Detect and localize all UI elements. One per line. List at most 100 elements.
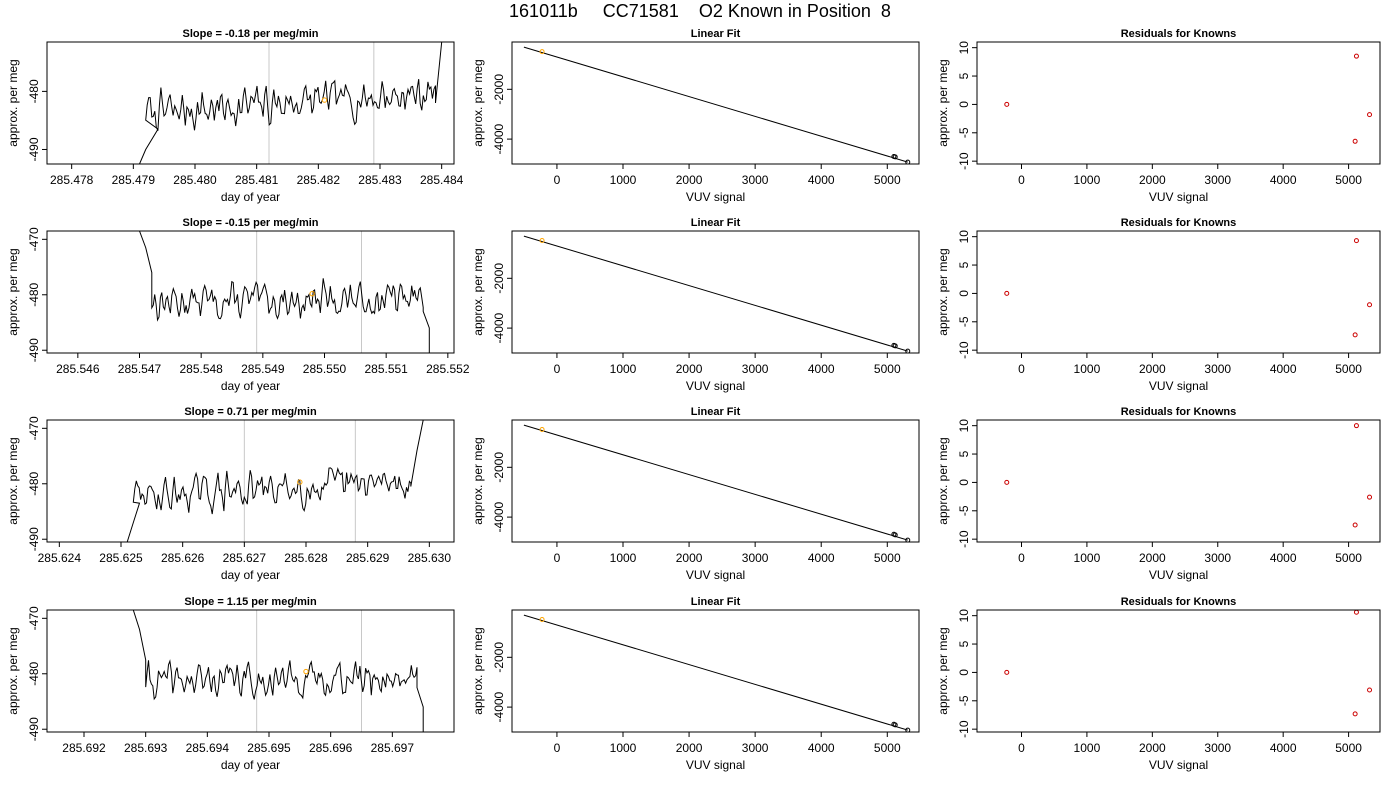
plot-area <box>1004 238 1373 338</box>
signal-trace <box>139 42 443 164</box>
x-tick-label: 285.552 <box>426 362 470 376</box>
y-tick-label: 5 <box>957 72 971 79</box>
x-tick-label: 1000 <box>1074 551 1101 565</box>
y-axis-label: approx. per meg <box>6 627 20 714</box>
fit-point <box>539 49 545 55</box>
panel-title: Linear Fit <box>691 28 741 40</box>
y-tick-label: -470 <box>27 606 41 630</box>
panel-title: Linear Fit <box>691 596 741 608</box>
x-axis-label: VUV signal <box>1149 758 1208 772</box>
x-axis-label: day of year <box>221 758 280 772</box>
x-tick-label: 3000 <box>1204 173 1231 187</box>
x-axis-label: VUV signal <box>1149 190 1208 204</box>
panel-fit-4: 0 1000 2000 3000 4000 5000 -2000 -4000 Linear Fi… <box>471 596 920 772</box>
y-axis-label: approx. per meg <box>471 59 485 146</box>
residual-point <box>1353 423 1359 429</box>
x-tick-label: 4000 <box>1270 551 1297 565</box>
y-tick-label: -10 <box>957 530 971 548</box>
x-tick-label: 0 <box>1018 551 1025 565</box>
plot-area <box>523 235 911 353</box>
x-tick-label: 2000 <box>676 741 703 755</box>
x-tick-label: 0 <box>1018 173 1025 187</box>
panel-title: Residuals for Knowns <box>1121 406 1237 418</box>
fit-line <box>523 614 908 731</box>
panel-title: Linear Fit <box>691 217 741 229</box>
panel-timeseries-3: 285.624 285.625 285.626 285.627 285.628 285.6… <box>6 406 455 582</box>
x-tick-label: 285.484 <box>420 173 464 187</box>
x-tick-label: 1000 <box>610 741 637 755</box>
x-tick-label: 285.548 <box>179 362 223 376</box>
x-tick-label: 0 <box>554 362 561 376</box>
mean-point <box>309 290 315 297</box>
x-axis-label: VUV signal <box>1149 568 1208 582</box>
x-tick-label: 4000 <box>1270 362 1297 376</box>
y-tick-label: -2000 <box>492 452 506 483</box>
panel-residual-3: 0 1000 2000 3000 4000 5000 -10 -5 0 5 10 Residuals … <box>936 406 1381 582</box>
x-tick-label: 285.483 <box>358 173 402 187</box>
y-tick-label: -5 <box>957 316 971 327</box>
y-tick-label: -10 <box>957 720 971 738</box>
residual-point <box>1353 238 1359 244</box>
fit-point <box>892 343 898 349</box>
panel-title: Slope = 1.15 per meg/min <box>184 596 317 608</box>
residual-point <box>1367 302 1373 308</box>
panel-title: Slope = -0.15 per meg/min <box>182 217 318 229</box>
y-axis-label: approx. per meg <box>936 59 950 146</box>
x-tick-label: 2000 <box>1139 741 1166 755</box>
plot-frame <box>976 419 1381 543</box>
y-tick-label: -480 <box>27 282 41 306</box>
plot-area <box>126 420 424 542</box>
y-tick-label: -480 <box>27 471 41 495</box>
plot-area <box>523 424 911 542</box>
plot-area <box>132 610 424 732</box>
x-tick-label: 2000 <box>676 551 703 565</box>
y-tick-label: 10 <box>957 419 971 433</box>
y-tick-label: 0 <box>957 479 971 486</box>
plot-area <box>1004 53 1373 144</box>
x-tick-label: 2000 <box>1139 551 1166 565</box>
x-tick-label: 285.624 <box>38 551 82 565</box>
x-tick-label: 5000 <box>1335 173 1362 187</box>
panel-timeseries-2: 285.546 285.547 285.548 285.549 285.550 285.5… <box>6 217 470 393</box>
x-tick-label: 1000 <box>1074 741 1101 755</box>
x-tick-label: 2000 <box>1139 362 1166 376</box>
y-tick-label: 0 <box>957 669 971 676</box>
panel-title: Linear Fit <box>691 406 741 418</box>
y-axis-label: approx. per meg <box>471 627 485 714</box>
y-axis-label: approx. per meg <box>936 437 950 524</box>
x-tick-label: 0 <box>554 173 561 187</box>
y-axis-label: approx. per meg <box>936 248 950 335</box>
x-tick-label: 3000 <box>1204 551 1231 565</box>
x-axis-label: VUV signal <box>686 379 745 393</box>
panel-timeseries-1: 285.478 285.479 285.480 285.481 285.482 285.4… <box>6 28 464 204</box>
panel-title: Residuals for Knowns <box>1121 217 1237 229</box>
residual-point <box>1352 711 1358 717</box>
x-tick-label: 0 <box>554 741 561 755</box>
panel-fit-1: 0 1000 2000 3000 4000 5000 -2000 -4000 Linear Fi… <box>471 28 920 204</box>
x-tick-label: 285.549 <box>241 362 285 376</box>
y-axis-label: approx. per meg <box>6 59 20 146</box>
x-tick-label: 285.696 <box>309 741 353 755</box>
x-tick-label: 285.697 <box>371 741 415 755</box>
y-axis-label: approx. per meg <box>6 437 20 524</box>
y-tick-label: -4000 <box>492 691 506 722</box>
x-tick-label: 3000 <box>1204 362 1231 376</box>
y-tick-label: 0 <box>957 101 971 108</box>
panel-residual-4: 0 1000 2000 3000 4000 5000 -10 -5 0 5 10 Residuals … <box>936 596 1381 772</box>
mean-point <box>297 479 303 485</box>
residual-point <box>1367 687 1373 693</box>
fit-point <box>892 532 898 538</box>
residual-point <box>1367 112 1373 118</box>
residual-point <box>1004 101 1010 107</box>
plot-frame <box>976 609 1381 733</box>
y-tick-label: 10 <box>957 41 971 55</box>
y-tick-label: -470 <box>27 416 41 440</box>
y-axis-label: approx. per meg <box>471 248 485 335</box>
fit-line <box>523 46 908 163</box>
y-tick-label: -10 <box>957 341 971 359</box>
x-tick-label: 3000 <box>742 551 769 565</box>
residual-point <box>1367 494 1373 500</box>
x-tick-label: 1000 <box>610 362 637 376</box>
x-tick-label: 1000 <box>610 551 637 565</box>
